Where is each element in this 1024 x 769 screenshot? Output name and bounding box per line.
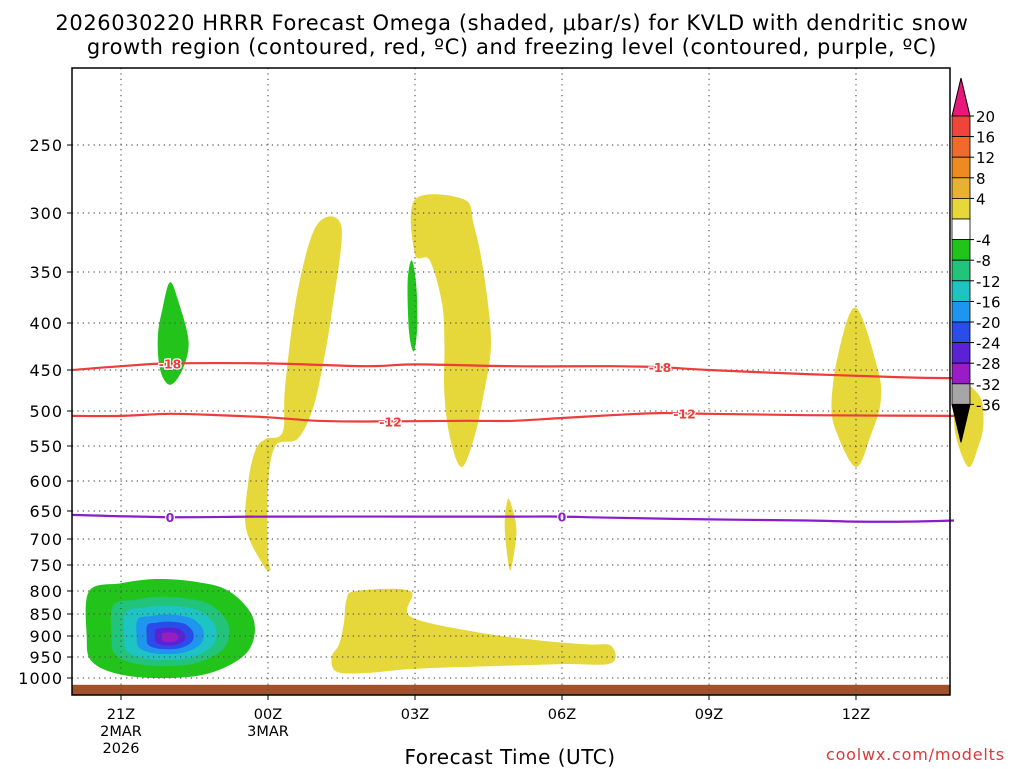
colorbar-bin	[951, 259, 971, 282]
x-tick-label: 00Z	[254, 707, 282, 723]
surface-ground	[72, 684, 950, 695]
colorbar-label: -12	[976, 273, 1001, 291]
x-tick-label: 2MAR	[100, 724, 142, 740]
y-tick-label: 950	[29, 648, 63, 667]
colorbar-label: 4	[976, 190, 986, 208]
dgz-18C-label: -18	[649, 360, 672, 375]
colorbar-bin	[951, 342, 971, 364]
colorbar-bottom-triangle	[951, 403, 971, 443]
colorbar-bin	[951, 383, 971, 405]
x-tick-label: 21Z	[107, 707, 135, 723]
ascent-core-bin-6	[161, 632, 179, 643]
y-tick-label: 850	[29, 605, 63, 624]
y-tick-label: 400	[29, 314, 63, 333]
colorbar-label: 20	[976, 108, 995, 126]
colorbar-bin	[951, 280, 971, 302]
colorbar-label: -28	[976, 355, 1001, 373]
colorbar-label: -4	[976, 232, 991, 250]
colorbar-bin	[951, 218, 971, 241]
ascent-green-upper-left	[157, 282, 189, 385]
colorbar-bin	[951, 156, 971, 179]
x-tick-label: 09Z	[695, 707, 723, 723]
chart-title-line-2: growth region (contoured, red, ºC) and f…	[86, 35, 938, 59]
y-tick-label: 300	[29, 204, 63, 223]
x-tick-label: 3MAR	[247, 724, 289, 740]
colorbar-label: 8	[976, 170, 986, 188]
y-tick-label: 500	[29, 402, 63, 421]
y-tick-label: 750	[29, 556, 63, 575]
colorbar-bin	[951, 362, 971, 385]
descent-yellow-column-0800	[410, 194, 491, 467]
y-tick-label: 900	[29, 627, 63, 646]
y-tick-label: 800	[29, 582, 63, 601]
y-tick-label: 600	[29, 472, 63, 491]
colorbar-bin	[951, 115, 971, 138]
x-tick-label: 06Z	[548, 707, 576, 723]
colorbar-label: -16	[976, 293, 1001, 311]
colorbar-bin	[951, 239, 971, 261]
ascent-green-0300	[407, 260, 418, 352]
dgz-12C-line	[71, 411, 955, 423]
descent-yellow-lowlevel	[331, 588, 616, 674]
dgz-18C-line	[71, 362, 955, 380]
x-tick-label: 03Z	[401, 707, 429, 723]
x-tick-label: 2026	[103, 741, 140, 757]
y-tick-label: 550	[29, 437, 63, 456]
dgz-12C-label: -12	[673, 406, 696, 421]
credit-text: coolwx.com/modelts	[826, 745, 1005, 764]
dgz-18C-label: -18	[159, 356, 182, 371]
descent-yellow-column-0000	[245, 216, 342, 572]
colorbar-label: -8	[976, 252, 991, 270]
colorbar-bin	[951, 177, 971, 199]
colorbar-bin	[951, 321, 971, 344]
colorbar-bin	[951, 300, 971, 323]
y-tick-label: 450	[29, 361, 63, 380]
chart-title-line-1: 2026030220 HRRR Forecast Omega (shaded, …	[55, 11, 969, 35]
colorbar-label: -20	[976, 314, 1001, 332]
plot-frame	[71, 67, 951, 696]
colorbar-label: -32	[976, 376, 1001, 394]
y-tick-label: 1000	[18, 669, 63, 688]
y-tick-label: 700	[29, 530, 63, 549]
colorbar-label: -24	[976, 335, 1001, 353]
y-tick-label: 350	[29, 263, 63, 282]
freezing-level-line	[71, 513, 955, 523]
colorbar-label: 12	[976, 149, 995, 167]
y-tick-label: 250	[29, 136, 63, 155]
freezing-level-label: 0	[558, 510, 567, 525]
x-tick-label: 12Z	[842, 707, 870, 723]
colorbar-bin	[951, 136, 971, 158]
dgz-12C-label: -12	[379, 414, 402, 429]
colorbar-top-triangle	[951, 77, 971, 117]
x-axis-title: Forecast Time (UTC)	[404, 745, 616, 769]
colorbar-label: -36	[976, 396, 1001, 414]
colorbar-bin	[951, 197, 971, 220]
freezing-level-label: 0	[166, 510, 175, 525]
y-tick-label: 650	[29, 502, 63, 521]
colorbar-label: 16	[976, 129, 995, 147]
descent-yellow-0500	[504, 498, 517, 571]
